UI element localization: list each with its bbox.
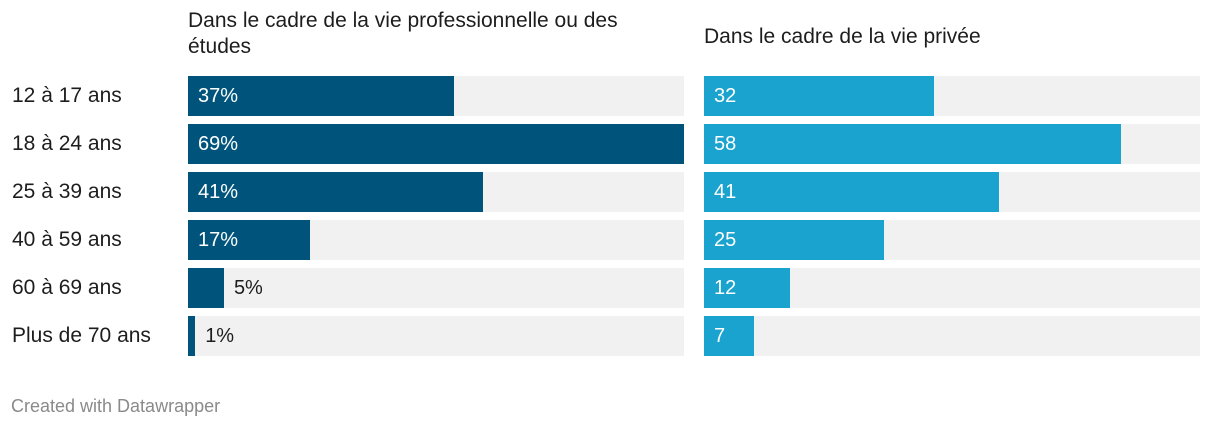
bar — [704, 316, 755, 356]
bar-value-label: 58 — [714, 133, 737, 155]
bar-value-label: 5% — [233, 277, 263, 299]
bar — [188, 124, 684, 164]
column-title-private: Dans le cadre de la vie privée — [704, 25, 981, 48]
row-label: 25 à 39 ans — [12, 180, 122, 203]
bar-value-label: 7 — [714, 325, 726, 347]
bar-value-label: 25 — [714, 229, 737, 251]
bar-value-label: 41 — [714, 181, 737, 203]
row-label: 60 à 69 ans — [12, 276, 122, 299]
footer-credit: Created with Datawrapper — [11, 396, 221, 416]
row-label: Plus de 70 ans — [12, 324, 151, 347]
row-label: 12 à 17 ans — [12, 84, 122, 107]
column-title-professional: Dans le cadre de la vie professionnelle … — [188, 9, 618, 58]
bar — [188, 316, 196, 356]
bar-value-label: 32 — [714, 85, 737, 107]
bar-track — [188, 268, 684, 308]
bar — [704, 220, 884, 260]
bar-track — [704, 316, 1200, 356]
bar — [704, 172, 999, 212]
bar — [188, 268, 224, 308]
bar-value-label: 37% — [198, 85, 239, 107]
row-label: 40 à 59 ans — [12, 228, 122, 251]
bar-value-label: 12 — [714, 277, 737, 299]
row-label: 18 à 24 ans — [12, 132, 122, 155]
bar-value-label: 41% — [198, 181, 239, 203]
bar-value-label: 69% — [198, 133, 239, 155]
bar-value-label: 17% — [198, 229, 239, 251]
bar — [704, 76, 935, 116]
bar-value-label: 1% — [205, 325, 235, 347]
bar — [704, 124, 1121, 164]
bar-track — [188, 316, 684, 356]
bar — [188, 220, 311, 260]
bar — [188, 172, 483, 212]
bar — [704, 268, 791, 308]
bar — [188, 76, 454, 116]
